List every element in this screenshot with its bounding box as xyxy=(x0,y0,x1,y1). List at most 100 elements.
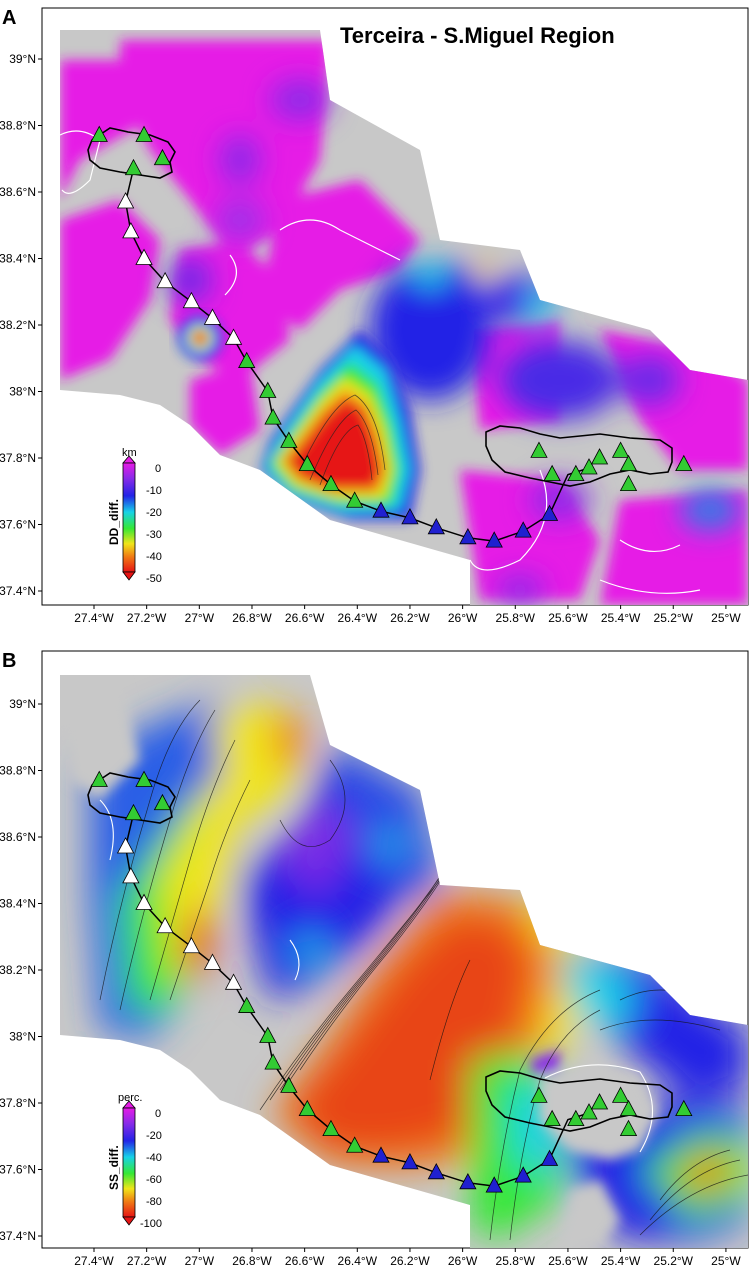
blue-station-marker xyxy=(372,1146,390,1163)
x-tick-label: 27.2°W xyxy=(127,611,167,625)
x-tick-label: 25.8°W xyxy=(496,1254,536,1268)
green-station-marker xyxy=(567,1109,585,1127)
green-station-marker xyxy=(675,454,693,472)
y-tick-label: 38°N xyxy=(9,1030,36,1044)
green-station-marker xyxy=(298,1099,316,1117)
blue-station-marker xyxy=(459,1172,477,1190)
y-tick-label: 38.6°N xyxy=(0,185,36,199)
blue-station-marker xyxy=(485,1176,503,1193)
y-tick-label: 39°N xyxy=(9,697,36,711)
green-station-marker xyxy=(238,351,256,368)
y-tick-label: 37.4°N xyxy=(0,584,36,598)
green-station-marker xyxy=(135,770,153,787)
white-station-marker xyxy=(156,271,174,289)
x-tick-label: 26.4°W xyxy=(338,1254,378,1268)
colorbar-tick: -100 xyxy=(140,1218,162,1230)
green-station-marker xyxy=(124,803,143,821)
green-station-marker xyxy=(135,125,153,142)
panel-a-label: A xyxy=(2,7,16,29)
y-tick-label: 37.8°N xyxy=(0,451,36,465)
panel-b-axis-ticks: 27.4°W 27.2°W 27°W 26.8°W 26.6°W 26.4°W 26.2°W… xyxy=(0,697,741,1268)
station-track-line xyxy=(124,813,590,1187)
y-tick-label: 37.8°N xyxy=(0,1096,36,1110)
x-tick-label: 26.2°W xyxy=(390,1254,430,1268)
sao-miguel-island-outline xyxy=(485,1070,673,1132)
green-station-marker xyxy=(90,125,108,142)
white-station-marker xyxy=(182,936,201,954)
terceira-island-outline xyxy=(87,127,176,179)
panel-a: km 0 -10 -20 -30 -40 -50 DD_diff. Tercei… xyxy=(0,7,749,625)
green-station-marker xyxy=(530,1086,548,1103)
x-tick-label: 27°W xyxy=(185,611,215,625)
green-station-marker xyxy=(153,793,172,811)
x-tick-label: 26.8°W xyxy=(232,611,272,625)
colorbar-tick: -40 xyxy=(146,551,162,563)
green-station-marker xyxy=(298,454,316,472)
colorbar-tick: -60 xyxy=(146,1174,162,1186)
colorbar-tick: 0 xyxy=(155,1108,161,1120)
green-station-marker xyxy=(543,1109,561,1127)
blue-station-marker xyxy=(427,1162,445,1180)
green-station-marker xyxy=(567,464,585,482)
green-station-marker xyxy=(530,441,548,458)
colorbar-tick: -30 xyxy=(146,529,162,541)
green-station-marker xyxy=(90,770,108,787)
blue-station-marker xyxy=(540,1149,559,1166)
x-tick-label: 27.4°W xyxy=(74,611,114,625)
panel-a-axis-ticks: 27.4°W 27.2°W 27°W 26.8°W 26.6°W 26.4°W 26.2°W… xyxy=(0,52,741,625)
green-station-marker xyxy=(238,996,256,1013)
y-tick-label: 39°N xyxy=(9,52,36,66)
green-station-marker xyxy=(611,1086,630,1103)
panel-b-station-track xyxy=(124,813,590,1187)
x-tick-label: 25.4°W xyxy=(601,611,641,625)
x-tick-label: 26.8°W xyxy=(232,1254,272,1268)
sao-miguel-island-outline xyxy=(485,425,673,487)
green-station-marker xyxy=(322,1119,340,1136)
blue-station-marker xyxy=(514,1166,532,1183)
green-station-marker xyxy=(259,1026,277,1043)
panel-b-stations xyxy=(90,770,693,1193)
white-station-marker xyxy=(203,953,222,970)
green-station-marker xyxy=(590,1093,609,1110)
y-tick-label: 38.8°N xyxy=(0,764,36,778)
white-station-marker xyxy=(156,916,174,934)
panel-b: perc. 0 -20 -40 -60 -80 -100 SS_diff. B … xyxy=(0,650,749,1268)
y-tick-label: 38.4°N xyxy=(0,897,36,911)
y-tick-label: 37.6°N xyxy=(0,518,36,532)
colorbar-name: DD_diff. xyxy=(107,499,121,545)
blue-station-marker xyxy=(485,531,503,548)
y-tick-label: 38.2°N xyxy=(0,963,36,977)
green-station-marker xyxy=(590,448,609,465)
colorbar-tick: -80 xyxy=(146,1196,162,1208)
panel-a-colorbar: km 0 -10 -20 -30 -40 -50 DD_diff. xyxy=(107,447,162,585)
green-station-marker xyxy=(280,431,298,448)
green-station-marker xyxy=(264,1053,282,1070)
x-tick-label: 25.6°W xyxy=(548,1254,588,1268)
x-tick-label: 26°W xyxy=(448,1254,478,1268)
green-station-marker xyxy=(580,458,598,475)
blue-station-marker xyxy=(514,521,532,538)
x-tick-label: 25.4°W xyxy=(601,1254,641,1268)
colorbar-tick: -50 xyxy=(146,573,162,585)
colorbar-unit: km xyxy=(122,447,137,459)
white-station-marker xyxy=(182,291,201,309)
white-station-marker xyxy=(116,837,135,854)
x-tick-label: 27.2°W xyxy=(127,1254,167,1268)
blue-station-marker xyxy=(372,501,390,518)
y-tick-label: 38.6°N xyxy=(0,830,36,844)
green-station-marker xyxy=(675,1099,693,1117)
terceira-island-outline xyxy=(87,772,176,824)
x-tick-label: 25.6°W xyxy=(548,611,588,625)
green-station-marker xyxy=(580,1103,598,1120)
x-tick-label: 27°W xyxy=(185,1254,215,1268)
panel-b-colorbar: perc. 0 -20 -40 -60 -80 -100 SS_diff. xyxy=(107,1092,162,1230)
y-tick-label: 38.8°N xyxy=(0,119,36,133)
colorbar-tick: -20 xyxy=(146,507,162,519)
green-station-marker xyxy=(264,408,282,425)
y-tick-label: 38.2°N xyxy=(0,318,36,332)
x-tick-label: 25.2°W xyxy=(654,611,694,625)
green-station-marker xyxy=(543,464,561,482)
y-tick-label: 37.6°N xyxy=(0,1163,36,1177)
white-station-marker xyxy=(122,222,140,239)
